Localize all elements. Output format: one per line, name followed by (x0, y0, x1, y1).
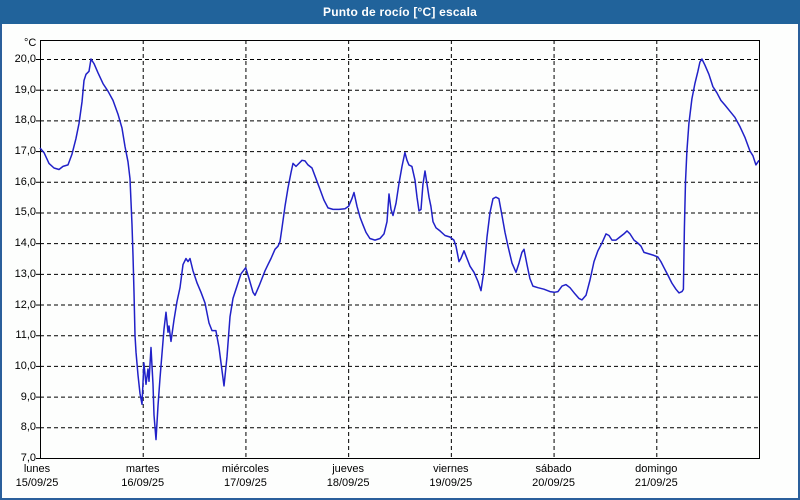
y-tick-label: 16,0 (14, 175, 36, 188)
plot-border (40, 40, 760, 459)
x-tick-label: viernes 19/09/25 (429, 463, 472, 490)
dewpoint-series-line (39, 58, 760, 441)
y-axis-unit-label: °C (24, 37, 37, 49)
x-tick-date: 19/09/25 (429, 477, 473, 489)
x-tick-dayname: lunes (23, 463, 51, 475)
x-tick-date: 16/09/25 (121, 477, 165, 489)
x-tick-label: lunes 15/09/25 (16, 463, 59, 490)
x-tick-date: 18/09/25 (326, 477, 370, 489)
y-tick-label: 11,0 (15, 329, 36, 342)
x-tick-label: jueves 18/09/25 (327, 463, 370, 490)
y-tick-label: 19,0 (14, 83, 36, 96)
x-tick-date: 17/09/25 (224, 477, 267, 489)
x-tick-date: 21/09/25 (634, 477, 678, 489)
x-tick-dayname: jueves (332, 463, 365, 475)
x-tick-label: miércoles 17/09/25 (222, 463, 269, 490)
y-tick-label: 17,0 (14, 145, 36, 158)
x-tick-date: 15/09/25 (15, 477, 59, 489)
y-tick-label: 8,0 (20, 421, 36, 434)
y-tick-label: 10,0 (14, 359, 36, 372)
y-tick-label: 12,0 (14, 298, 36, 311)
x-tick-label: sábado 20/09/25 (532, 463, 575, 490)
x-tick-date: 20/09/25 (532, 477, 575, 489)
window-title: Punto de rocío [°C] escala (322, 5, 478, 19)
x-tick-label: martes 16/09/25 (121, 463, 164, 490)
y-tick-label: 13,0 (14, 267, 36, 280)
x-tick-dayname: martes (125, 463, 160, 475)
window-title-bar: Punto de rocío [°C] escala (0, 0, 800, 24)
y-tick-label: 9,0 (20, 390, 36, 403)
x-tick-dayname: sábado (535, 463, 572, 475)
x-tick-dayname: miércoles (221, 463, 269, 475)
y-tick-label: 14,0 (14, 237, 36, 250)
x-tick-dayname: viernes (433, 463, 469, 475)
y-tick-label: 7,0 (20, 452, 36, 464)
y-tick-label: 18,0 (14, 114, 36, 127)
y-tick-label: 15,0 (14, 206, 36, 219)
x-tick-dayname: domingo (635, 463, 678, 475)
y-tick-label: 20,0 (14, 53, 36, 65)
x-tick-label: domingo 21/09/25 (635, 463, 678, 490)
